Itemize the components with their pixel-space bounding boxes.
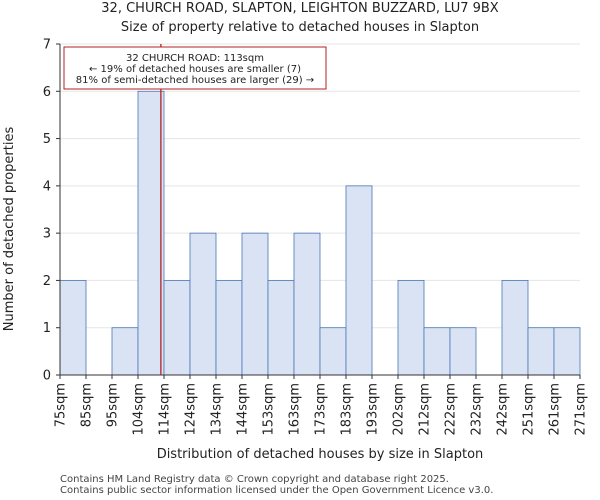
x-tick-label-153sqm: 153sqm	[262, 383, 277, 436]
y-tick-label: 0	[43, 369, 51, 384]
y-tick-label: 5	[43, 132, 51, 147]
bar-163sqm	[293, 232, 321, 376]
bar-153sqm	[267, 280, 295, 376]
bar-222sqm	[449, 327, 477, 376]
annotation-line-3: 81% of semi-detached houses are larger (…	[76, 75, 314, 86]
y-axis-label: Number of detached properties	[2, 127, 17, 332]
x-tick-label-232sqm: 232sqm	[470, 383, 485, 436]
bar-134sqm	[215, 280, 243, 376]
bar-261sqm	[553, 327, 581, 376]
x-tick-label-212sqm: 212sqm	[418, 383, 433, 436]
bar-212sqm	[423, 327, 451, 376]
y-tick-label: 4	[43, 179, 51, 194]
x-tick-label-75sqm: 75sqm	[54, 383, 69, 427]
y-tick-label: 7	[43, 38, 51, 53]
bar-95sqm	[111, 327, 139, 376]
bar-251sqm	[527, 327, 555, 376]
bar-202sqm	[397, 280, 425, 376]
annotation-box: 32 CHURCH ROAD: 113sqm ← 19% of detached…	[63, 46, 327, 90]
x-axis-label: Distribution of detached houses by size …	[157, 447, 484, 462]
x-tick-label-242sqm: 242sqm	[496, 383, 511, 436]
bar-173sqm	[319, 327, 347, 376]
annotation-line-2: ← 19% of detached houses are smaller (7)	[89, 64, 301, 75]
annotation-line-1: 32 CHURCH ROAD: 113sqm	[126, 53, 264, 64]
footer-licence: Contains public sector information licen…	[60, 485, 494, 496]
x-tick-label-95sqm: 95sqm	[106, 383, 121, 427]
x-tick-label-173sqm: 173sqm	[314, 383, 329, 436]
x-tick-label-114sqm: 114sqm	[158, 383, 173, 436]
bar-75sqm	[59, 280, 87, 376]
footer-copyright: Contains HM Land Registry data © Crown c…	[60, 474, 449, 485]
chart-subtitle: Size of property relative to detached ho…	[121, 20, 479, 35]
chart-title: 32, CHURCH ROAD, SLAPTON, LEIGHTON BUZZA…	[101, 1, 499, 16]
bar-104sqm	[137, 90, 165, 376]
x-axis: 75sqm 85sqm 95sqm 104sqm 114sqm 124sqm 134sqm 1…	[54, 375, 589, 436]
bar-242sqm	[501, 280, 529, 376]
x-tick-label-104sqm: 104sqm	[132, 383, 147, 436]
x-tick-label-261sqm: 261sqm	[548, 383, 563, 436]
x-tick-label-251sqm: 251sqm	[522, 383, 537, 436]
bar-144sqm	[241, 232, 269, 376]
y-tick-label: 1	[43, 321, 51, 336]
x-tick-label-222sqm: 222sqm	[444, 383, 459, 436]
x-tick-label-124sqm: 124sqm	[184, 383, 199, 436]
y-axis: 0 1 2 3 4 5 6 7	[43, 38, 60, 384]
x-tick-label-271sqm: 271sqm	[574, 383, 589, 436]
y-tick-label: 2	[43, 274, 51, 289]
y-tick-label: 3	[43, 227, 51, 242]
x-tick-label-85sqm: 85sqm	[80, 383, 95, 427]
x-tick-label-202sqm: 202sqm	[392, 383, 407, 436]
bar-124sqm	[189, 232, 217, 376]
y-tick-label: 6	[43, 85, 51, 100]
x-tick-label-134sqm: 134sqm	[210, 383, 225, 436]
x-tick-label-183sqm: 183sqm	[340, 383, 355, 436]
x-tick-label-193sqm: 193sqm	[366, 383, 381, 436]
x-tick-label-163sqm: 163sqm	[288, 383, 303, 436]
bar-183sqm	[345, 185, 373, 376]
bar-114sqm	[163, 280, 191, 376]
plot-area	[59, 43, 581, 376]
x-tick-label-144sqm: 144sqm	[236, 383, 251, 436]
